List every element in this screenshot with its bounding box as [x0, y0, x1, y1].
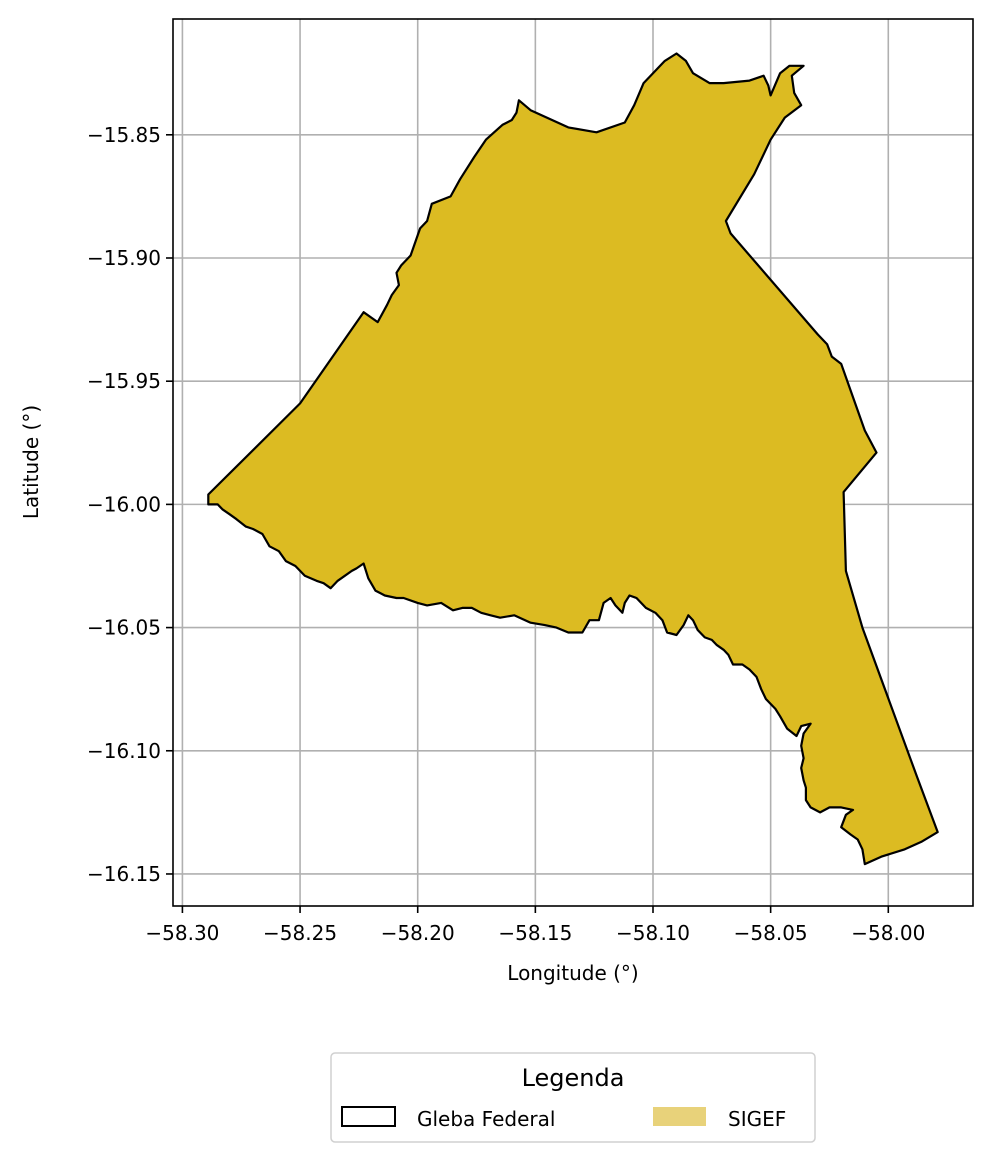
- x-tick-label: −58.30: [145, 921, 219, 945]
- legend-swatch-sigef: [653, 1107, 706, 1126]
- x-tick-label: −58.20: [381, 921, 455, 945]
- y-tick-label: −15.85: [87, 123, 161, 147]
- x-tick-label: −58.15: [498, 921, 572, 945]
- x-tick-label: −58.10: [616, 921, 690, 945]
- legend: Legenda Gleba Federal SIGEF: [330, 1052, 816, 1143]
- y-tick-label: −16.10: [87, 739, 161, 763]
- y-tick-label: −16.05: [87, 616, 161, 640]
- legend-label-sigef: SIGEF: [728, 1107, 786, 1131]
- y-tick-label: −15.95: [87, 369, 161, 393]
- y-tick-label: −16.00: [87, 492, 161, 516]
- y-axis-ticks: −15.85 −15.90 −15.95 −16.00 −16.05 −16.10 −16.…: [87, 123, 173, 886]
- gleba-federal-polygon: [207, 52, 939, 866]
- x-axis-label: Longitude (°): [507, 961, 638, 985]
- plot-frame: [172, 18, 974, 907]
- polygon-layer: [207, 52, 939, 866]
- x-tick-label: −58.25: [263, 921, 337, 945]
- legend-label-gleba-federal: Gleba Federal: [417, 1107, 555, 1131]
- x-tick-label: −58.00: [851, 921, 925, 945]
- x-tick-label: −58.05: [734, 921, 808, 945]
- legend-title: Legenda: [522, 1064, 625, 1092]
- y-tick-label: −16.15: [87, 862, 161, 886]
- y-axis-label: Latitude (°): [19, 405, 43, 519]
- y-tick-label: −15.90: [87, 246, 161, 270]
- legend-swatch-gleba-federal: [341, 1106, 396, 1127]
- x-axis-ticks: −58.30 −58.25 −58.20 −58.15 −58.10 −58.05 −58.…: [145, 906, 925, 945]
